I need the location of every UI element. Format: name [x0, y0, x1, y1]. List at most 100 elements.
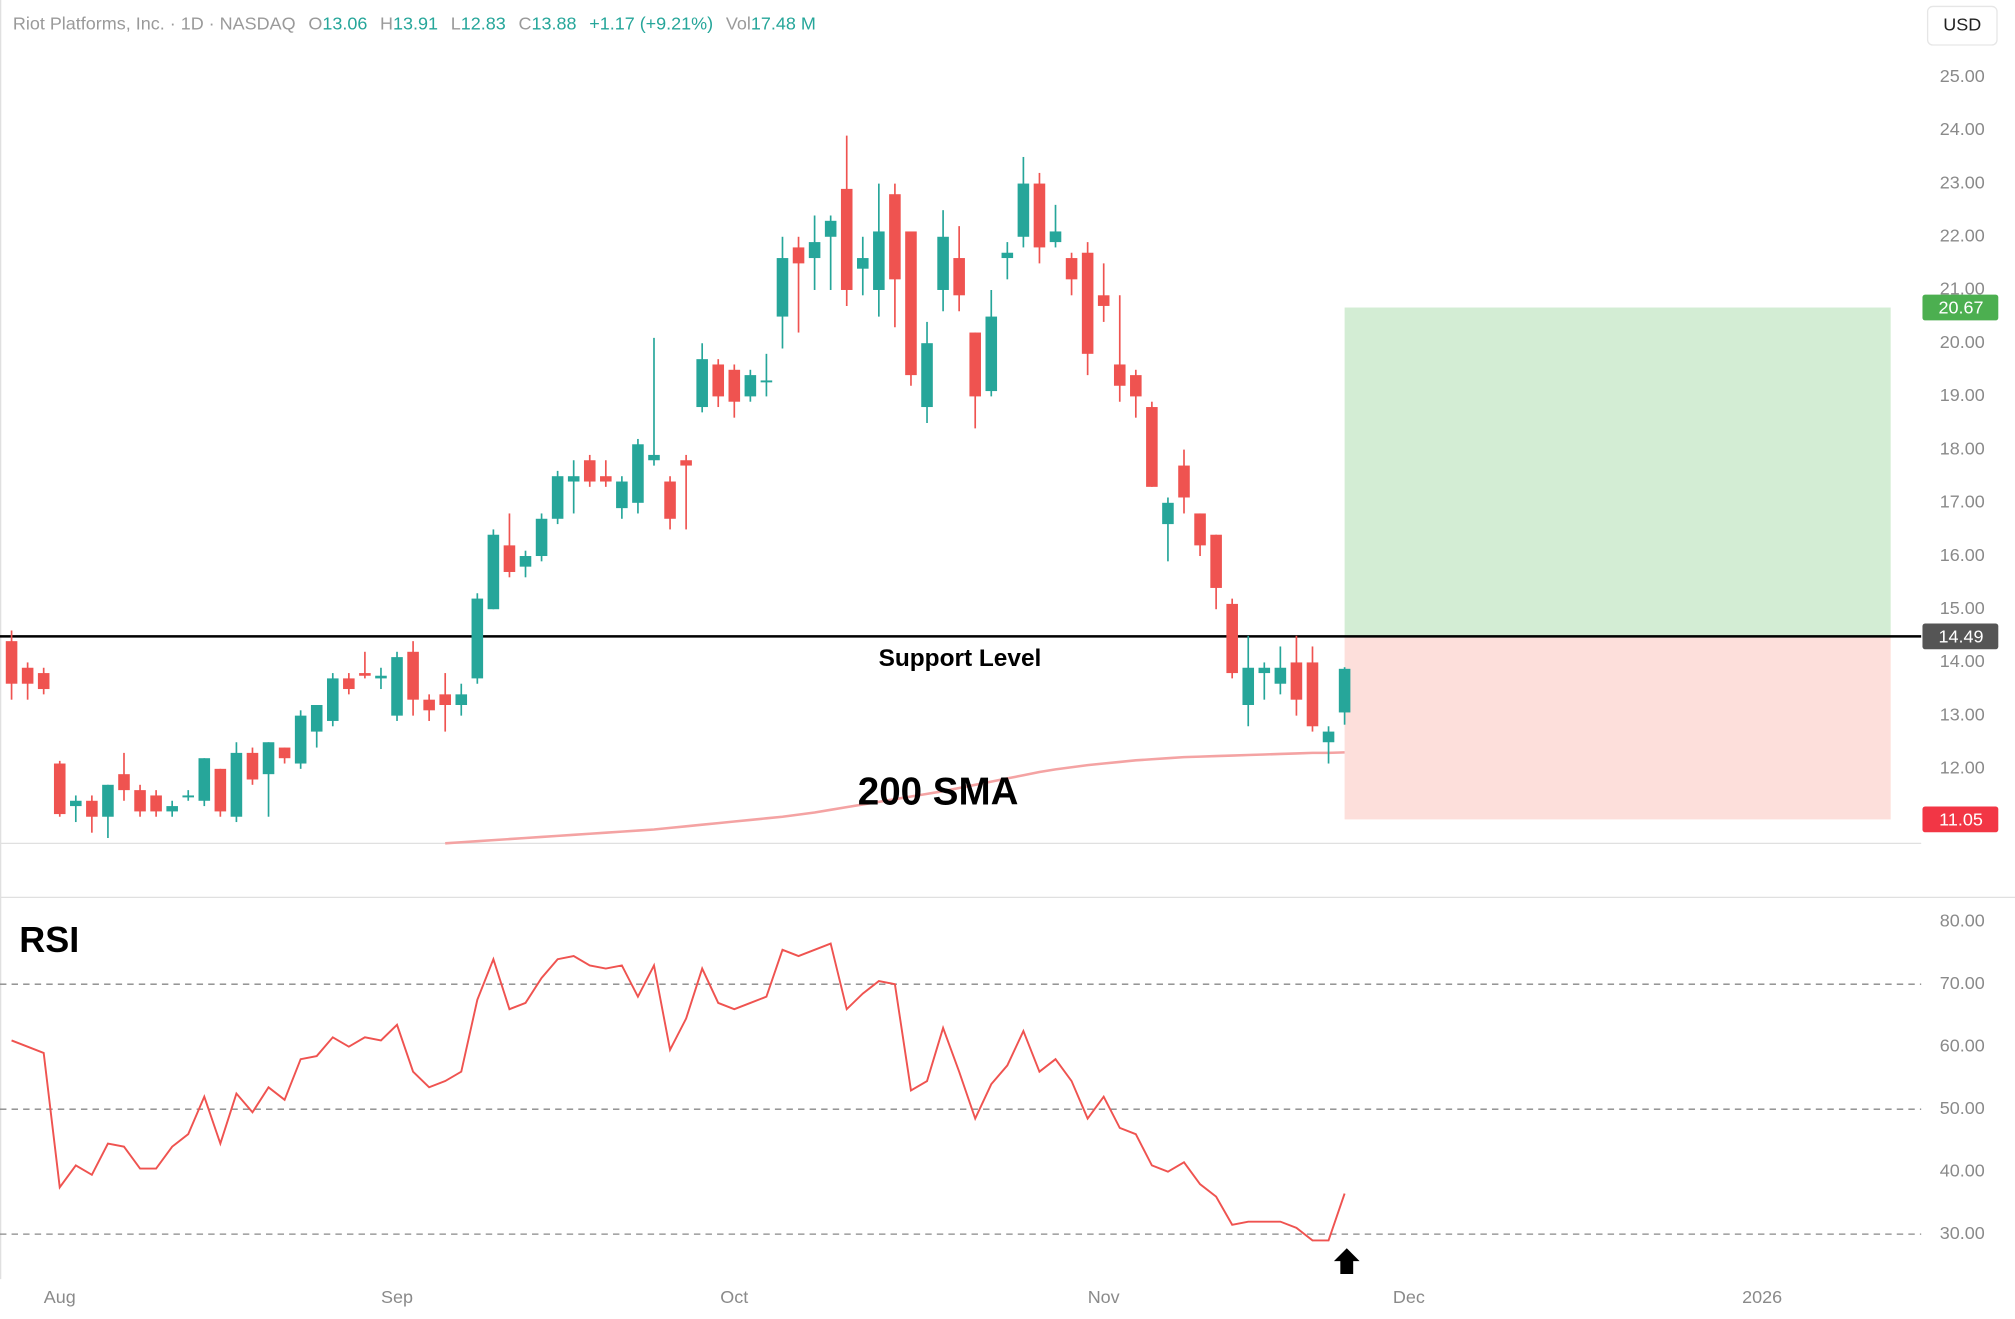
candle-body — [969, 332, 981, 397]
candle-body — [471, 598, 484, 679]
y-tick-label: 12.00 — [1940, 758, 1985, 778]
candle-body — [664, 481, 676, 519]
candle-body — [86, 800, 98, 817]
stat-key: C — [518, 13, 531, 33]
candle-body — [776, 258, 789, 317]
y-tick-label: 20.00 — [1940, 332, 1985, 352]
candle-body — [1290, 662, 1303, 700]
candle-body — [230, 752, 243, 817]
stat-key: L — [451, 13, 461, 33]
stat-key: O — [308, 13, 322, 33]
candle-body — [760, 380, 773, 383]
y-tick-label: 23.00 — [1940, 172, 1985, 192]
vol-key: Vol — [726, 13, 751, 33]
candle-body — [1049, 231, 1062, 243]
candle-body — [985, 316, 998, 392]
candle-body — [278, 747, 291, 759]
stat-value: 12.83 — [461, 13, 506, 33]
profit-zone — [1344, 307, 1891, 637]
candle-body — [535, 518, 548, 557]
candle-body — [696, 359, 708, 408]
stat-value: 13.88 — [531, 13, 576, 33]
price-tag-label: 14.49 — [1939, 626, 1984, 646]
candle-body — [1226, 603, 1238, 674]
y-tick-label: 60.00 — [1940, 1035, 1985, 1055]
candle-body — [407, 651, 419, 700]
candle-body — [905, 231, 917, 376]
sma-label: 200 SMA — [858, 771, 1019, 814]
currency[interactable]: USD — [1943, 14, 1981, 34]
candle-body — [1130, 375, 1142, 397]
candle-body — [840, 188, 853, 290]
candle-body — [439, 694, 451, 705]
candle-body — [1162, 502, 1174, 525]
candle-body — [1274, 667, 1287, 684]
price-tag — [1922, 294, 1999, 321]
vol-value: 17.48 M — [751, 13, 816, 33]
candle-body — [712, 364, 725, 397]
candle-body — [359, 673, 371, 676]
candle-body — [70, 800, 82, 807]
candle-body — [519, 556, 532, 567]
candle-body — [150, 795, 162, 812]
candle-body — [1017, 183, 1030, 237]
y-tick-label: 18.00 — [1940, 438, 1985, 458]
candle-body — [728, 369, 741, 402]
candle-body — [118, 774, 130, 791]
candle-body — [1306, 662, 1319, 727]
loss-zone — [1344, 636, 1891, 820]
y-tick-label: 80.00 — [1940, 910, 1985, 930]
candle-body — [1097, 295, 1110, 306]
candle-body — [744, 375, 757, 397]
candle-body — [326, 678, 339, 721]
candle-body — [583, 460, 596, 482]
candle-body — [1113, 364, 1126, 386]
price-tag-label: 20.67 — [1939, 298, 1984, 318]
x-tick-label: Sep — [381, 1287, 413, 1307]
candle-body — [198, 758, 211, 801]
pane-title: RSI — [19, 919, 79, 960]
y-tick-label: 14.00 — [1940, 651, 1985, 671]
candle-body — [792, 247, 805, 264]
y-tick-label: 21.00 — [1940, 279, 1985, 299]
candle-body — [1146, 407, 1158, 487]
candle-body — [953, 258, 965, 296]
candle-body — [5, 641, 18, 684]
price-tag-label: 11.05 — [1939, 809, 1983, 829]
candle-body — [889, 194, 901, 280]
candle-body — [134, 790, 146, 812]
candle-body — [1338, 668, 1351, 713]
candle-body — [1001, 252, 1014, 259]
candle-body — [808, 242, 821, 259]
candle-body — [310, 704, 323, 732]
candle-body — [1210, 534, 1222, 588]
currency-button[interactable] — [1926, 5, 1998, 46]
candle-body — [1242, 667, 1255, 705]
stat-value: 13.91 — [393, 13, 438, 33]
price-tag — [1922, 806, 1999, 833]
y-tick-label: 24.00 — [1940, 119, 1985, 139]
candle-body — [294, 715, 307, 764]
candle-body — [551, 476, 564, 519]
candle-body — [616, 481, 628, 509]
x-tick-label: Oct — [720, 1287, 748, 1307]
candle-body — [1081, 252, 1094, 354]
price-tag — [1922, 623, 1999, 650]
stat-value: 13.06 — [322, 13, 367, 33]
candle-body — [1194, 513, 1206, 546]
candle-body — [214, 768, 227, 812]
y-tick-label: 22.00 — [1940, 226, 1985, 246]
y-tick-label: 19.00 — [1940, 385, 1985, 405]
candle-body — [680, 460, 692, 466]
candle-body — [857, 258, 869, 269]
support-label: Support Level — [879, 645, 1042, 672]
y-tick-label: 16.00 — [1940, 545, 1985, 565]
y-tick-label: 17.00 — [1940, 492, 1985, 512]
symbol: Riot Platforms, Inc. · 1D · NASDAQ — [13, 13, 296, 33]
x-tick-label: Aug — [44, 1287, 76, 1307]
candle-body — [921, 343, 933, 408]
y-tick-label: 40.00 — [1940, 1160, 1985, 1180]
candle-body — [53, 763, 66, 815]
x-tick-label: Nov — [1088, 1287, 1120, 1307]
